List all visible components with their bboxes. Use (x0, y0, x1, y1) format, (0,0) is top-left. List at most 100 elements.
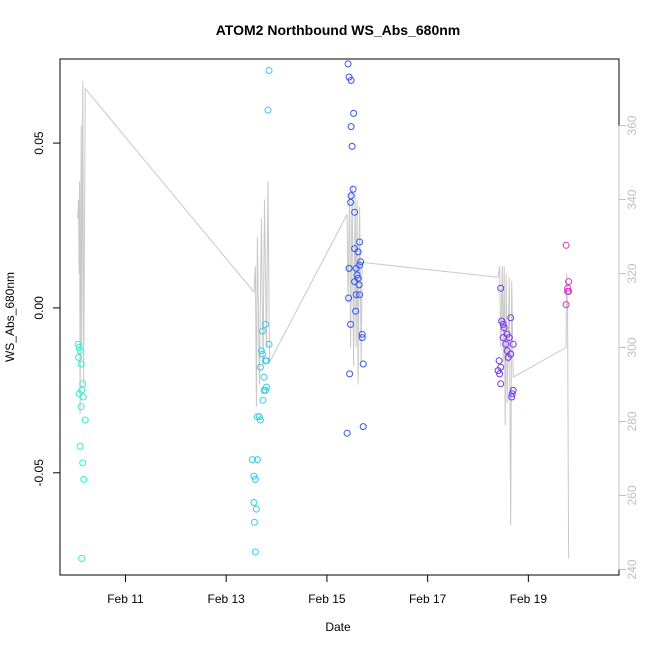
data-point-s3-7 (499, 334, 507, 342)
data-point-s1-19 (253, 456, 261, 464)
data-point-s1-21 (251, 475, 259, 483)
data-point-s2-17 (353, 271, 361, 279)
y2-tick-label: 280 (625, 411, 639, 431)
data-point-s4-4 (564, 287, 572, 295)
data-point-s0-11 (76, 442, 84, 450)
data-point-s1-2 (258, 327, 266, 335)
y2-tick-label: 260 (625, 485, 639, 505)
data-point-s3-15 (494, 367, 502, 375)
data-point-s2-6 (349, 185, 357, 193)
chart-title: ATOM2 Northbound WS_Abs_680nm (216, 22, 461, 38)
data-point-s2-5 (348, 142, 356, 150)
data-point-s1-0 (265, 67, 273, 74)
y2-tick-label: 340 (625, 189, 639, 209)
data-point-s2-10 (356, 238, 364, 246)
data-point-s2-7 (347, 192, 355, 200)
y2-tick-label: 300 (625, 337, 639, 357)
data-point-s3-17 (497, 380, 505, 388)
x-axis: Feb 11 Feb 13 Feb 15 Feb 17 Feb 19 (107, 574, 548, 606)
y-tick-label: 0.05 (32, 131, 46, 155)
data-point-s0-0 (74, 340, 82, 348)
x-axis-label: Date (325, 620, 351, 634)
data-point-s2-19 (351, 278, 359, 286)
data-point-s2-27 (358, 334, 366, 342)
data-point-s0-14 (78, 555, 86, 562)
secondary-line (77, 81, 570, 559)
data-point-s2-20 (355, 281, 363, 289)
y-tick-label: 0.00 (32, 296, 46, 320)
x-tick-label: Feb 15 (308, 592, 346, 606)
data-point-s1-22 (250, 499, 258, 506)
y-axis-label: WS_Abs_680nm (3, 272, 17, 362)
y-axis: -0.05 0.00 0.05 (32, 131, 61, 487)
data-point-s2-2 (347, 76, 355, 84)
data-point-s0-9 (77, 403, 85, 411)
data-point-s0-8 (79, 393, 87, 401)
data-point-s1-16 (255, 413, 263, 421)
data-point-s0-4 (77, 360, 85, 368)
data-point-s3-0 (497, 284, 505, 292)
data-point-s2-25 (347, 320, 355, 328)
data-point-s3-2 (499, 320, 507, 328)
data-point-s2-8 (347, 198, 355, 206)
data-point-s0-10 (81, 416, 89, 424)
data-point-s1-17 (256, 416, 264, 424)
plot-area (59, 58, 620, 576)
data-point-s1-8 (263, 357, 270, 365)
data-point-s1-18 (248, 456, 256, 464)
data-point-s1-23 (252, 505, 260, 513)
data-point-s2-3 (350, 109, 358, 117)
data-point-s2-28 (359, 360, 367, 368)
data-point-s1-4 (265, 340, 273, 348)
data-point-s3-18 (509, 386, 517, 394)
data-point-s2-15 (352, 264, 360, 272)
plot-frame (59, 58, 620, 576)
data-point-s0-12 (79, 459, 87, 467)
data-point-s2-29 (346, 370, 354, 378)
data-point-s2-21 (352, 291, 360, 299)
data-point-s1-25 (251, 548, 259, 556)
data-point-s1-13 (262, 386, 269, 394)
data-point-s4-0 (562, 241, 570, 249)
points-layer (74, 60, 573, 562)
data-point-s1-14 (259, 396, 267, 404)
data-point-s1-6 (258, 350, 266, 358)
data-point-s1-3 (262, 320, 269, 328)
data-point-s0-13 (80, 475, 88, 483)
data-point-s0-3 (75, 353, 83, 361)
data-point-s3-4 (507, 314, 515, 322)
data-point-s3-19 (508, 390, 516, 398)
data-point-s2-4 (347, 123, 355, 131)
y2-tick-label: 240 (625, 559, 639, 579)
data-point-s0-6 (79, 380, 87, 388)
data-point-s1-10 (260, 373, 268, 381)
data-point-s3-9 (509, 340, 517, 348)
y2-tick-label: 360 (625, 115, 639, 135)
data-point-s3-13 (495, 357, 503, 365)
data-point-s0-1 (75, 344, 83, 351)
data-point-s3-20 (508, 393, 516, 401)
x-tick-label: Feb 13 (208, 592, 246, 606)
data-point-s2-0 (344, 60, 352, 68)
data-point-s1-1 (264, 106, 272, 114)
data-point-s2-24 (352, 307, 360, 315)
data-point-s2-31 (343, 429, 351, 437)
x-tick-label: Feb 19 (510, 592, 548, 606)
data-point-s2-22 (356, 291, 364, 299)
data-point-s1-24 (250, 518, 258, 526)
data-point-s0-2 (76, 347, 84, 355)
data-point-s3-8 (502, 340, 510, 348)
data-point-s4-1 (565, 278, 573, 286)
data-point-s2-26 (358, 330, 366, 338)
x-tick-label: Feb 11 (107, 592, 144, 606)
y2-tick-label: 320 (625, 263, 639, 283)
data-point-s2-13 (357, 258, 365, 266)
data-point-s4-2 (564, 284, 572, 292)
secondary-line-layer (77, 81, 570, 559)
x-tick-label: Feb 17 (409, 592, 447, 606)
data-point-s1-9 (256, 363, 264, 371)
data-point-s2-23 (345, 294, 353, 302)
y-tick-label: -0.05 (32, 459, 46, 487)
